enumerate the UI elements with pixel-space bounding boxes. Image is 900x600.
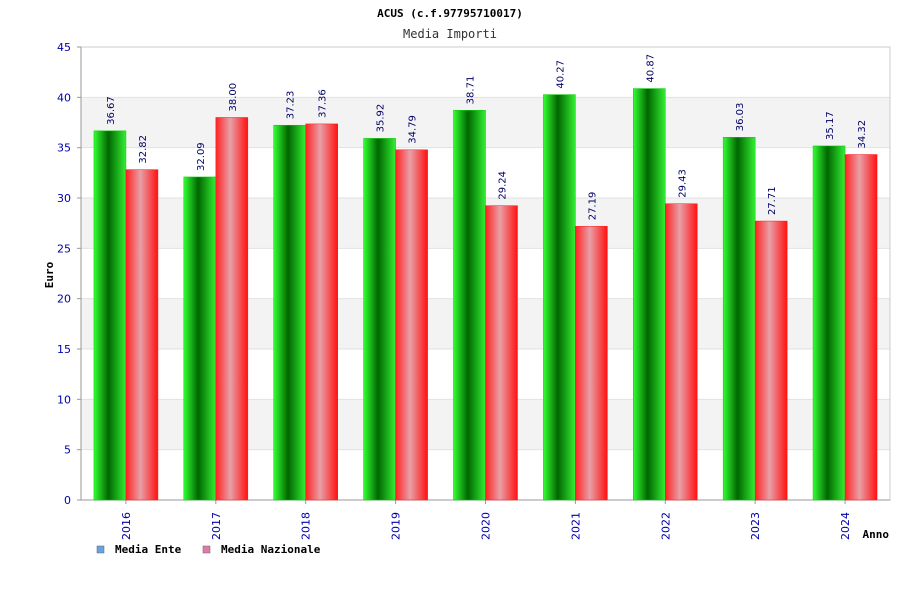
legend-swatch (202, 545, 211, 554)
bar-value-label: 38.71 (466, 76, 477, 105)
legend-label: Media Nazionale (221, 543, 321, 556)
bar (812, 145, 846, 501)
x-tick-label: 2017 (210, 512, 223, 540)
x-tick-label: 2020 (480, 512, 493, 540)
bar-value-label: 32.09 (196, 142, 207, 171)
x-tick-label: 2023 (749, 512, 762, 540)
bar-value-label: 29.43 (677, 169, 688, 198)
bar-value-label: 37.36 (318, 89, 329, 118)
y-tick-label: 20 (57, 293, 71, 306)
bar (305, 123, 338, 501)
x-axis: 2016 2017 2018 2019 2020 2021 2022 2023 2024 (81, 499, 890, 540)
y-tick-label: 40 (57, 91, 71, 104)
bar (543, 94, 576, 501)
bar (125, 169, 159, 501)
bar (93, 130, 127, 501)
data-labels: 36.67 32.09 37.23 35.92 38.71 40.27 40.87 36.03… (106, 54, 868, 220)
bar (844, 154, 878, 501)
bar-value-label: 34.32 (857, 120, 868, 149)
bar-value-label: 27.19 (587, 192, 598, 221)
bar (273, 124, 306, 501)
x-tick-label: 2021 (569, 512, 582, 540)
legend-swatch (96, 545, 105, 554)
x-tick-label: 2024 (839, 512, 852, 540)
y-tick-label: 25 (57, 242, 71, 255)
x-axis-label: Anno (863, 528, 890, 541)
y-tick-label: 30 (57, 192, 71, 205)
bar (485, 205, 518, 501)
bar (665, 203, 698, 501)
bar (754, 220, 788, 501)
y-tick-label: 15 (57, 343, 71, 356)
bar-value-label: 37.23 (286, 91, 297, 120)
bar (395, 149, 428, 501)
bar-value-label: 32.82 (138, 135, 149, 164)
bar-value-label: 29.24 (498, 171, 509, 200)
x-tick-label: 2018 (300, 512, 313, 540)
bar-value-label: 36.03 (735, 103, 746, 132)
x-tick-label: 2022 (659, 512, 672, 540)
y-tick-label: 5 (64, 444, 71, 457)
bar (575, 226, 608, 501)
bar (633, 88, 666, 501)
bar (183, 176, 217, 501)
legend: Media Ente Media Nazionale (96, 543, 321, 556)
bar-series (93, 88, 878, 501)
y-tick-label: 10 (57, 393, 71, 406)
y-tick-label: 45 (57, 41, 71, 54)
legend-label: Media Ente (115, 543, 182, 556)
bar (722, 137, 756, 501)
bar (215, 117, 249, 501)
bar-value-label: 38.00 (228, 83, 239, 112)
y-tick-label: 0 (64, 494, 71, 507)
x-tick-label: 2016 (120, 512, 133, 540)
x-tick-label: 2019 (390, 512, 403, 540)
bar (363, 138, 396, 501)
y-axis-label: Euro (43, 261, 56, 288)
bar-value-label: 36.67 (106, 96, 117, 125)
y-tick-label: 35 (57, 142, 71, 155)
bar-value-label: 40.27 (555, 60, 566, 89)
bar-value-label: 27.71 (767, 186, 778, 215)
y-axis: 0 5 10 15 20 25 30 35 40 45 (57, 41, 82, 507)
bar-value-label: 34.79 (408, 115, 419, 144)
bar-value-label: 35.92 (376, 104, 387, 133)
bar-value-label: 35.17 (825, 111, 836, 140)
chart-subtitle: Media Importi (403, 27, 497, 41)
chart-title: ACUS (c.f.97795710017) (377, 7, 523, 20)
bar-value-label: 40.87 (645, 54, 656, 83)
bar (453, 110, 486, 501)
